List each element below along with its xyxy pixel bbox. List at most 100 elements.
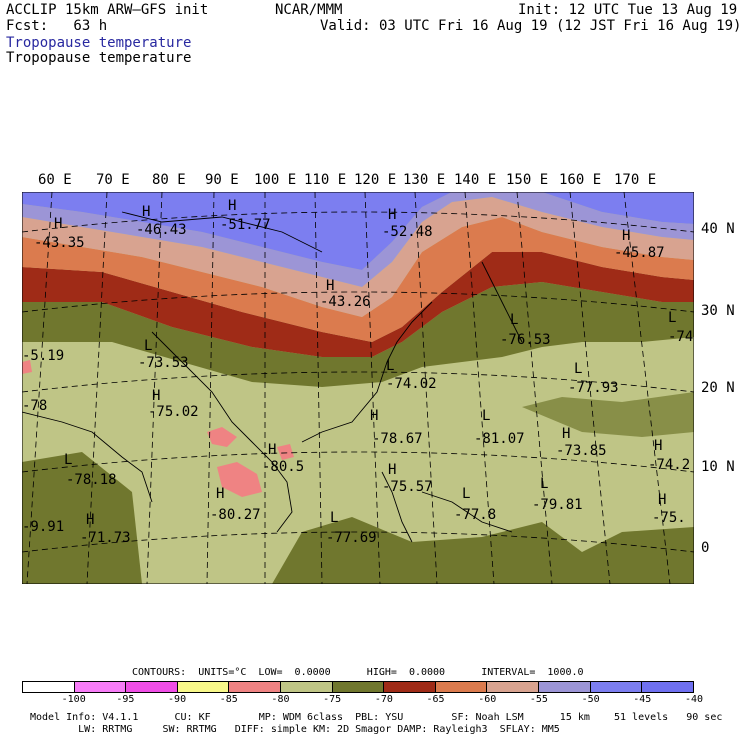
center-type: H	[152, 388, 160, 404]
center-value: -45.87	[614, 245, 665, 261]
lat-label-0: 0	[701, 540, 710, 556]
olive-patch-equator	[272, 517, 694, 584]
center-type: H	[326, 278, 334, 294]
center-type: H	[622, 228, 630, 244]
center-value: -75.	[652, 510, 686, 526]
center-value: -78.67	[372, 431, 423, 447]
center-value: -43.26	[320, 294, 371, 310]
lon-label-100e: 100 E	[254, 172, 297, 188]
colorbar-tick-label: -45	[633, 694, 652, 705]
colorbar-segment	[539, 682, 591, 692]
center-type: H	[142, 204, 150, 220]
model-title: ACCLIP 15km ARW–GFS init	[6, 2, 209, 18]
salmon-patch-3	[22, 360, 32, 374]
forecast-hour: Fcst: 63 h	[6, 18, 108, 34]
center-type: H	[388, 462, 396, 478]
field-title-primary: Tropopause temperature	[6, 35, 192, 51]
center-type: H	[388, 207, 396, 223]
center-type: H	[268, 442, 276, 458]
lon-label-170e: 170 E	[614, 172, 657, 188]
center-type: H	[658, 492, 666, 508]
coastlines	[22, 211, 523, 543]
lat-label-30n: 30 N	[701, 303, 735, 319]
center-type: H	[86, 512, 94, 528]
center-type: L	[64, 452, 72, 468]
center-type: H	[370, 408, 378, 424]
center-value: -77.8	[454, 507, 496, 523]
center-value: -81.07	[474, 431, 525, 447]
center-type: L	[330, 510, 338, 526]
pressure-centers: H -43.35 H -46.43 H -51.77 H -52.48 H -4…	[22, 198, 693, 546]
center-value: -74.2	[648, 457, 690, 473]
center-value: -73.53	[138, 355, 189, 371]
center-value: -75.57	[382, 479, 433, 495]
center-type: L	[144, 338, 152, 354]
center-value: -74	[668, 329, 693, 345]
center-value: -46.43	[136, 222, 187, 238]
brick-band	[22, 252, 694, 357]
colorbar-tick-label: -80	[271, 694, 290, 705]
colorbar-segment	[590, 682, 643, 692]
center-value: -78	[22, 398, 47, 414]
center-type: H	[54, 216, 62, 232]
center-type: L	[462, 486, 470, 502]
center-type: L	[482, 408, 490, 424]
lat-label-10n: 10 N	[701, 459, 735, 475]
lon-label-80e: 80 E	[152, 172, 186, 188]
center-value: -43.35	[34, 235, 85, 251]
model-info-line1: Model Info: V4.1.1 CU: KF MP: WDM 6class…	[30, 712, 723, 723]
lon-label-60e: 60 E	[38, 172, 72, 188]
colorbar-tick-label: -60	[478, 694, 497, 705]
center-type: H	[654, 438, 662, 454]
center-type: L	[668, 310, 676, 326]
center-value: -76.53	[500, 332, 551, 348]
center-value: -5.19	[22, 348, 64, 364]
center-value: -80.27	[210, 507, 261, 523]
center-value: -79.81	[532, 497, 583, 513]
lon-label-140e: 140 E	[454, 172, 497, 188]
center-value: -73.85	[556, 443, 607, 459]
salmon-patch-4	[277, 444, 294, 460]
center-value: -80.5	[262, 459, 304, 475]
colorbar-tick-label: -75	[323, 694, 342, 705]
lon-label-110e: 110 E	[304, 172, 347, 188]
center-value: -51.77	[220, 217, 271, 233]
colorbar-tick-label: -55	[529, 694, 548, 705]
tropopause-temperature-map: H -43.35 H -46.43 H -51.77 H -52.48 H -4…	[22, 192, 694, 584]
center-value: -78.18	[66, 472, 117, 488]
center-value: -74.02	[386, 376, 437, 392]
center-type: L	[510, 312, 518, 328]
colorbar-segment	[384, 682, 436, 692]
colorbar-tick-label: -100	[61, 694, 86, 705]
colorbar-tick-label: -65	[426, 694, 445, 705]
olive-band	[22, 282, 694, 387]
colorbar-tick-label: -85	[219, 694, 238, 705]
center-type: H	[216, 486, 224, 502]
olive-patch-pacific	[522, 392, 694, 437]
center-type: H	[228, 198, 236, 214]
colorbar-segment	[23, 682, 75, 692]
center-type: H	[562, 426, 570, 442]
valid-time: Valid: 03 UTC Fri 16 Aug 19 (12 JST Fri …	[320, 18, 740, 34]
colorbar-segment	[126, 682, 178, 692]
orange-band	[22, 217, 694, 342]
purple-band	[22, 192, 694, 270]
field-title-secondary: Tropopause temperature	[6, 50, 192, 66]
center-value: -9.91	[22, 519, 64, 535]
colorbar-segment	[281, 682, 333, 692]
colorbar-segment	[74, 682, 127, 692]
center-type: L	[574, 361, 582, 377]
lat-label-20n: 20 N	[701, 380, 735, 396]
olive-patch-indian-ocean	[22, 452, 142, 584]
center-type: L	[386, 358, 394, 374]
lon-label-160e: 160 E	[559, 172, 602, 188]
model-info-line2: LW: RRTMG SW: RRTMG DIFF: simple KM: 2D …	[30, 724, 560, 735]
colorbar-segment	[435, 682, 488, 692]
lon-label-130e: 130 E	[403, 172, 446, 188]
colorbar-segment	[177, 682, 230, 692]
colorbar-segment	[332, 682, 385, 692]
colorbar-ticks: -100 -95 -90 -85 -80 -75 -70 -65 -60 -55 -50 -45 -40…	[22, 694, 740, 706]
lon-label-120e: 120 E	[354, 172, 397, 188]
lat-label-40n: 40 N	[701, 221, 735, 237]
graticule	[22, 192, 694, 584]
